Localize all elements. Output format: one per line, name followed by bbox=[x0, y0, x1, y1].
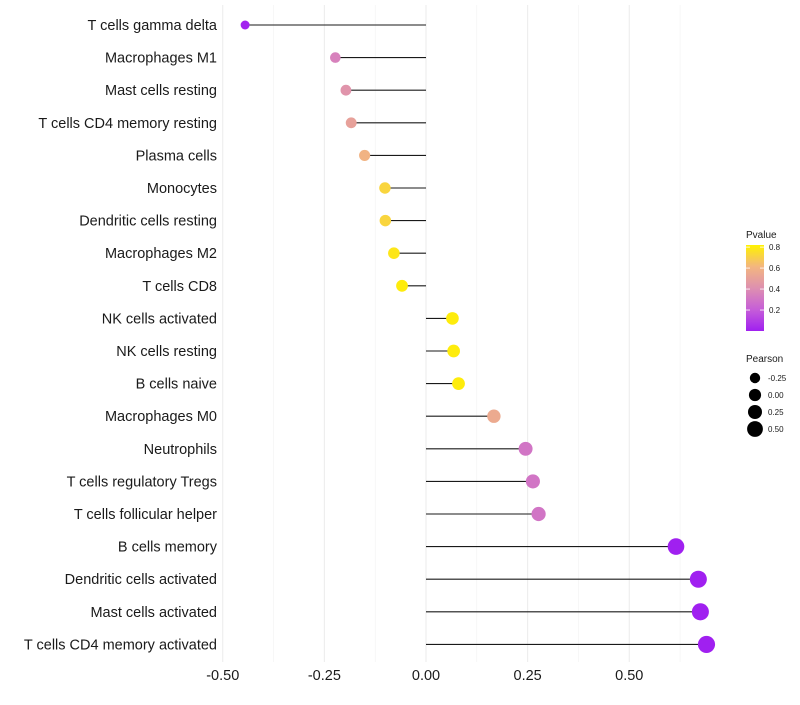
lollipop-dot bbox=[388, 247, 400, 260]
lollipop-dot bbox=[518, 441, 533, 456]
size-key-label: 0.00 bbox=[768, 391, 784, 400]
pearson-legend: Pearson -0.25 0.00 0.25 0.50 bbox=[746, 354, 787, 437]
y-category-label: B cells memory bbox=[118, 540, 218, 556]
lollipop-dot bbox=[340, 84, 352, 96]
lollipop-dots bbox=[240, 20, 716, 653]
pearson-legend-title: Pearson bbox=[746, 354, 783, 365]
lollipop-dot bbox=[330, 52, 341, 63]
x-tick-label: 0.00 bbox=[412, 668, 440, 684]
y-category-label: T cells CD4 memory resting bbox=[38, 116, 217, 132]
pvalue-legend-title: Pvalue bbox=[746, 230, 777, 241]
lollipop-dot bbox=[697, 635, 716, 653]
lollipop-dot bbox=[447, 344, 460, 358]
colorbar-tick-label: 0.8 bbox=[769, 243, 781, 252]
size-key-dot bbox=[748, 405, 762, 419]
lollipop-dot bbox=[359, 149, 371, 161]
lollipop-dot bbox=[379, 214, 392, 227]
y-category-label: Monocytes bbox=[147, 181, 217, 197]
x-axis-labels: -0.50 -0.25 0.00 0.25 0.50 bbox=[206, 668, 643, 684]
lollipop-dot bbox=[446, 312, 459, 325]
lollipop-dot bbox=[525, 474, 540, 489]
y-category-label: Macrophages M0 bbox=[105, 409, 217, 425]
y-category-label: NK cells activated bbox=[102, 311, 217, 327]
lollipop-dot bbox=[396, 279, 408, 292]
pvalue-legend: Pvalue 0.2 0.4 0.6 0.8 bbox=[746, 230, 781, 331]
size-key-label: 0.50 bbox=[768, 425, 784, 434]
lollipop-dot bbox=[240, 20, 250, 30]
y-category-label: T cells CD8 bbox=[142, 279, 217, 295]
lollipop-dot bbox=[689, 570, 707, 588]
y-category-label: T cells gamma delta bbox=[88, 18, 218, 34]
size-key-dot bbox=[749, 372, 761, 384]
y-category-label: Macrophages M2 bbox=[105, 246, 217, 262]
lollipop-dot bbox=[691, 603, 709, 621]
colorbar-tick-label: 0.6 bbox=[769, 264, 781, 273]
y-category-label: T cells follicular helper bbox=[74, 507, 217, 523]
colorbar-tick-label: 0.2 bbox=[769, 306, 781, 315]
y-axis-labels: T cells gamma delta Macrophages M1 Mast ce… bbox=[24, 18, 218, 653]
y-category-label: Dendritic cells resting bbox=[79, 214, 217, 230]
y-category-label: Mast cells activated bbox=[90, 605, 217, 621]
x-tick-label: 0.25 bbox=[514, 668, 542, 684]
lollipop-dot bbox=[667, 538, 685, 555]
x-tick-label: -0.50 bbox=[206, 668, 239, 684]
size-key-dot bbox=[748, 388, 762, 402]
y-category-label: Mast cells resting bbox=[105, 83, 217, 99]
y-category-label: NK cells resting bbox=[116, 344, 217, 360]
size-key-dot bbox=[747, 421, 763, 437]
lollipop-dot bbox=[452, 377, 465, 390]
size-key-label: 0.25 bbox=[768, 408, 784, 417]
lollipop-dot bbox=[345, 117, 357, 129]
lollipop-stems bbox=[245, 24, 707, 645]
y-category-label: Macrophages M1 bbox=[105, 51, 217, 67]
y-category-label: Neutrophils bbox=[144, 442, 217, 458]
x-tick-label: 0.50 bbox=[615, 668, 643, 684]
lollipop-dot bbox=[531, 506, 546, 522]
lollipop-dot bbox=[379, 182, 391, 194]
y-category-label: T cells CD4 memory activated bbox=[24, 637, 217, 653]
lollipop-dot bbox=[487, 409, 501, 423]
colorbar-tick-label: 0.4 bbox=[769, 285, 781, 294]
y-category-label: Dendritic cells activated bbox=[65, 572, 217, 588]
y-category-label: Plasma cells bbox=[136, 148, 217, 164]
grid-lines bbox=[222, 5, 681, 662]
y-category-label: T cells regulatory Tregs bbox=[67, 474, 217, 490]
y-category-label: B cells naive bbox=[136, 377, 217, 393]
x-tick-label: -0.25 bbox=[308, 668, 341, 684]
size-key-label: -0.25 bbox=[768, 374, 787, 383]
pvalue-colorbar bbox=[746, 245, 764, 331]
